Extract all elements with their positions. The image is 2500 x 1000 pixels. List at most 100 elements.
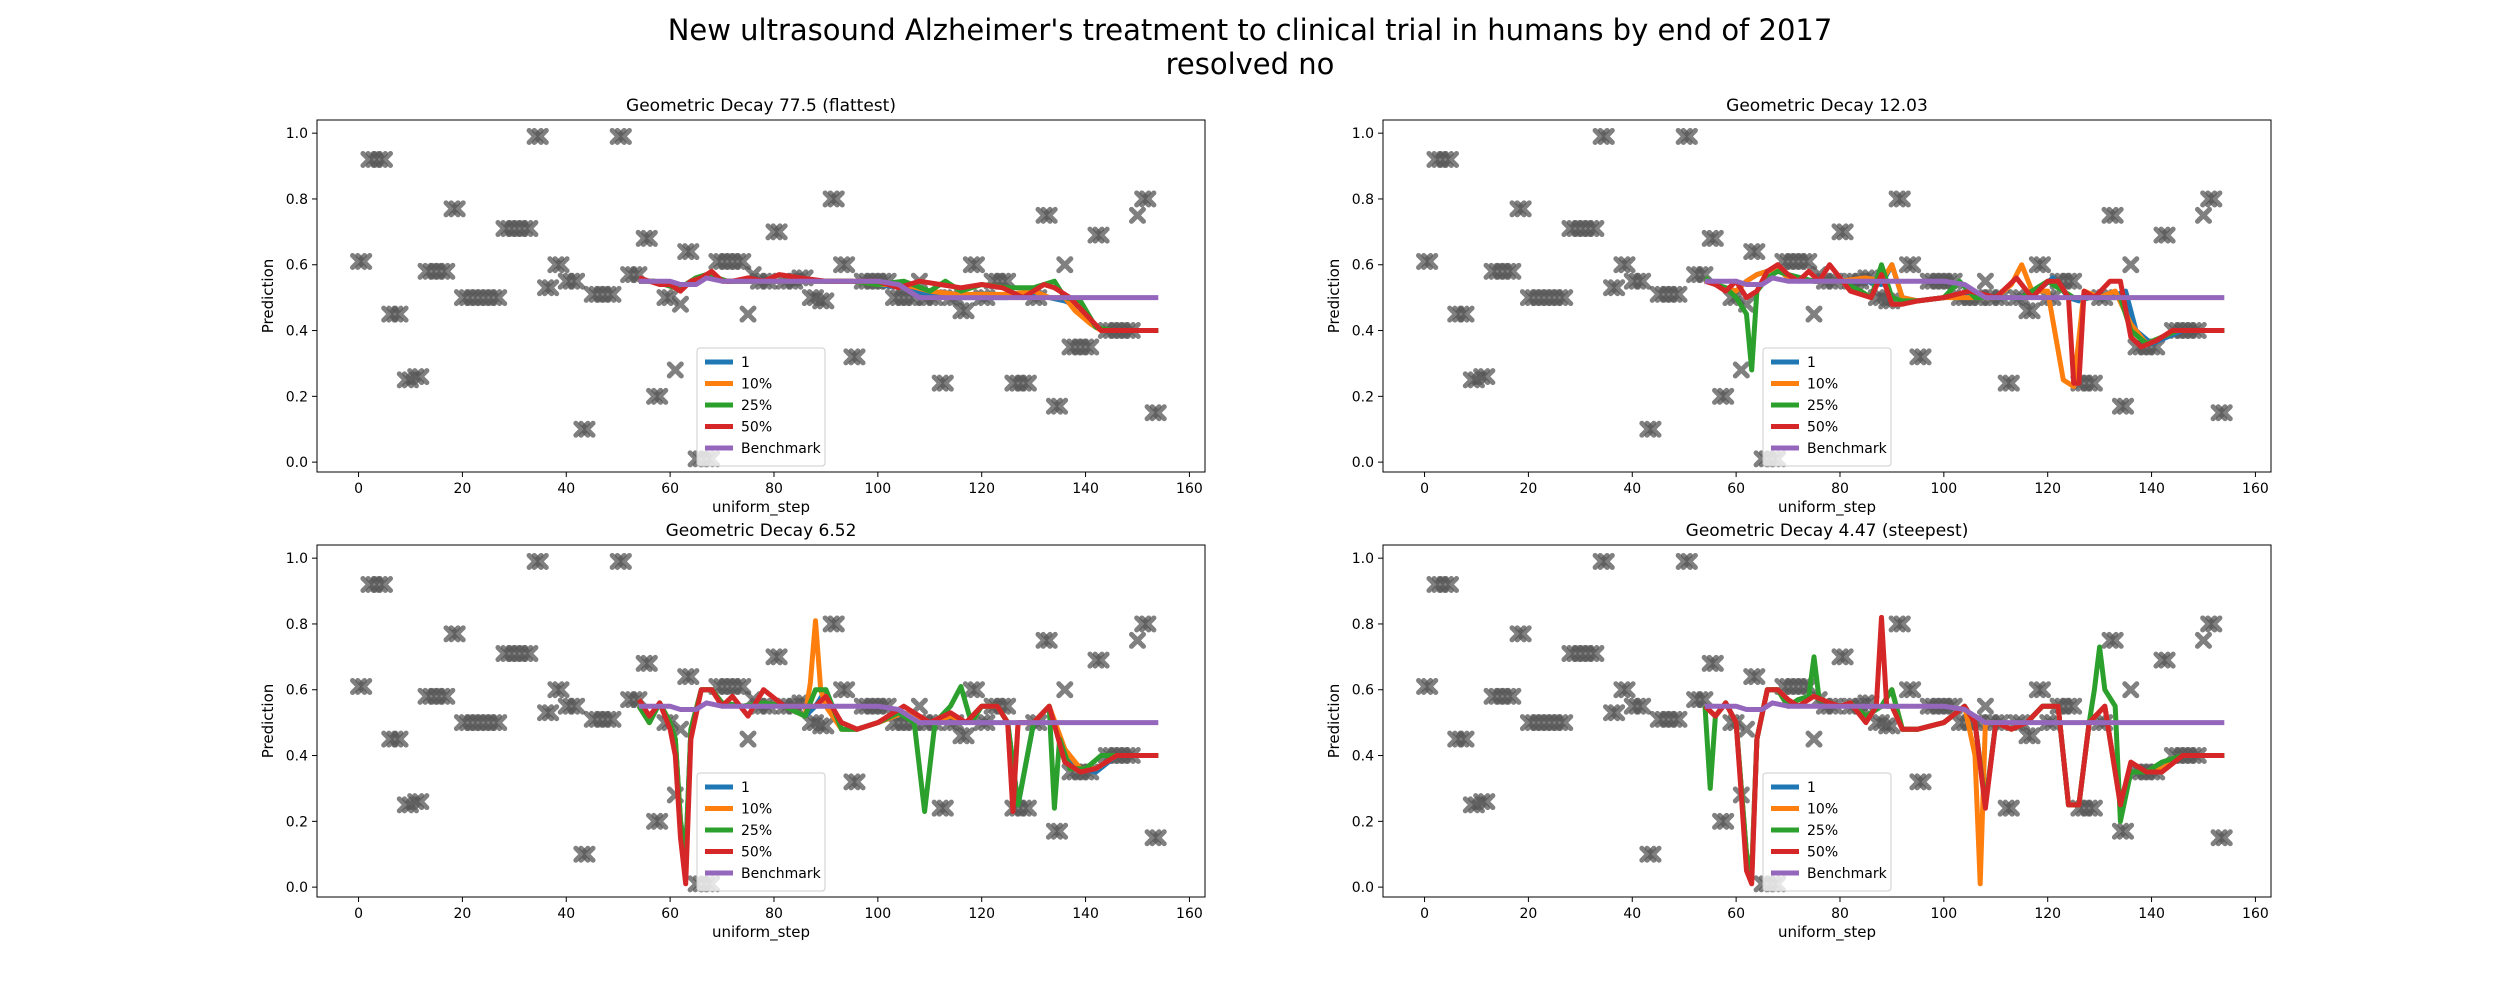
- scatter-point: [682, 668, 700, 686]
- scatter-point: [568, 272, 586, 290]
- scatter-point: [1149, 404, 1167, 422]
- scatter-point: [1644, 845, 1662, 863]
- scatter-point: [1442, 575, 1460, 593]
- scatter-point: [1019, 799, 1037, 817]
- legend-label: 25%: [741, 398, 772, 414]
- scatter-point: [936, 799, 954, 817]
- subplot-title: Geometric Decay 12.03: [1726, 96, 1928, 116]
- scatter-point: [770, 223, 788, 241]
- scatter-point: [1717, 812, 1735, 830]
- legend-label: 10%: [741, 377, 772, 393]
- scatter-point: [1680, 552, 1698, 570]
- y-tick-label: 0.6: [286, 258, 308, 274]
- scatter-point: [2194, 206, 2212, 224]
- scatter-point: [578, 845, 596, 863]
- scatter-point: [568, 697, 586, 715]
- scatter-point: [2065, 272, 2083, 290]
- scatter-point: [848, 348, 866, 366]
- legend-box: [1762, 347, 1892, 467]
- y-tick-label: 1.0: [286, 126, 308, 142]
- scatter-point: [542, 279, 560, 297]
- y-axis-label: Prediction: [259, 259, 277, 334]
- x-tick-label: 100: [1930, 481, 1957, 497]
- figure-title-line-1: New ultrasound Alzheimer's treatment to …: [668, 13, 1833, 47]
- scatter-point: [1457, 305, 1475, 323]
- legend: 1 10% 25% 50% Benchmark: [1762, 772, 1892, 892]
- subplot-2: Geometric Decay 12.03 0 20 40 60 80 100 120 140 1…: [1325, 96, 2272, 517]
- x-tick-label: 0: [1420, 481, 1429, 497]
- y-tick-label: 0.2: [1352, 389, 1374, 405]
- scatter-point: [968, 256, 986, 274]
- scatter-point: [1904, 256, 1922, 274]
- scatter-point: [651, 812, 669, 830]
- legend-label: 50%: [741, 845, 772, 861]
- y-tick-label: 0.8: [286, 617, 308, 633]
- scatter-point: [640, 654, 658, 672]
- scatter-point: [1696, 691, 1714, 709]
- y-tick-label: 0.0: [286, 880, 308, 896]
- scatter-point: [2122, 681, 2140, 699]
- y-tick-label: 1.0: [1352, 126, 1374, 142]
- subplot-title: Geometric Decay 77.5 (flattest): [626, 96, 896, 116]
- y-tick-label: 0.4: [286, 749, 308, 765]
- scatter-point: [1748, 668, 1766, 686]
- legend-box: [696, 347, 826, 467]
- scatter-point: [1478, 368, 1496, 386]
- x-tick-label: 20: [1519, 481, 1537, 497]
- scatter-point: [412, 368, 430, 386]
- x-tick-label: 160: [1176, 906, 1203, 922]
- axes-frame: [316, 544, 1206, 898]
- x-tick-label: 60: [661, 906, 679, 922]
- axes-frame: [1382, 544, 2272, 898]
- scatter-point: [2106, 206, 2124, 224]
- scatter-point: [355, 252, 373, 270]
- scatter-point: [1128, 206, 1146, 224]
- scatter-point: [552, 681, 570, 699]
- legend-label: 10%: [1807, 802, 1838, 818]
- scatter-point: [2085, 799, 2103, 817]
- scatter-point: [1556, 289, 1574, 307]
- scatter-point: [521, 220, 539, 238]
- scatter-point: [531, 127, 549, 145]
- x-tick-label: 160: [1176, 481, 1203, 497]
- scatter-point: [2106, 631, 2124, 649]
- scatter-point: [848, 773, 866, 791]
- scatter-point: [1587, 220, 1605, 238]
- scatter-point: [376, 575, 394, 593]
- scatter-point: [666, 361, 684, 379]
- scatter-point: [1597, 552, 1615, 570]
- figure-title-line-2: resolved no: [1166, 47, 1335, 81]
- scatter-point: [672, 720, 690, 738]
- x-tick-label: 60: [1727, 906, 1745, 922]
- scatter-point: [1717, 387, 1735, 405]
- scatter-point: [2034, 256, 2052, 274]
- scatter-point: [2034, 681, 2052, 699]
- scatter-point: [604, 285, 622, 303]
- series-line-benchmark: [639, 275, 1159, 301]
- scatter-point: [739, 305, 757, 323]
- scatter-point: [521, 645, 539, 663]
- scatter-point: [957, 302, 975, 320]
- scatter-point: [838, 256, 856, 274]
- scatter-point: [1634, 272, 1652, 290]
- scatter-point: [2122, 256, 2140, 274]
- scatter-point: [448, 625, 466, 643]
- x-tick-label: 20: [453, 906, 471, 922]
- scatter-point: [1514, 625, 1532, 643]
- scatter-point: [1421, 252, 1439, 270]
- scatter-point: [1748, 243, 1766, 261]
- scatter-point: [2023, 302, 2041, 320]
- scatter-point: [1670, 285, 1688, 303]
- legend-label: Benchmark: [1807, 866, 1888, 882]
- legend-label: 25%: [1807, 398, 1838, 414]
- scatter-point: [672, 295, 690, 313]
- scatter-point: [827, 615, 845, 633]
- scatter-point: [1706, 654, 1724, 672]
- scatter-point: [1504, 262, 1522, 280]
- scatter-point: [2002, 799, 2020, 817]
- scatter-point: [1836, 223, 1854, 241]
- x-tick-label: 120: [968, 481, 995, 497]
- scatter-point: [438, 687, 456, 705]
- legend-label: Benchmark: [741, 441, 822, 457]
